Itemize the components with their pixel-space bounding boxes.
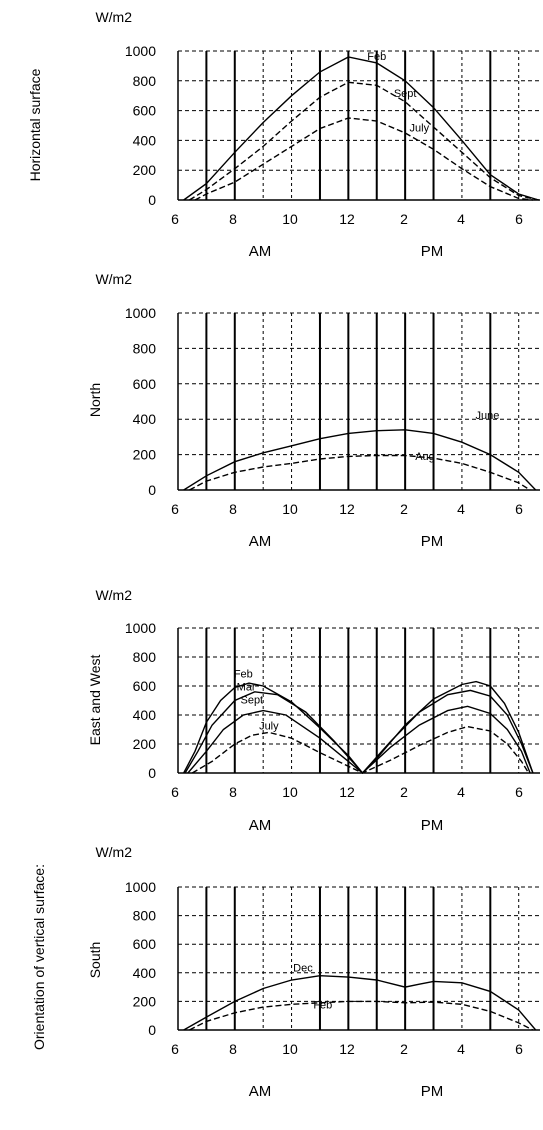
x-tick-label: 8 xyxy=(229,211,237,227)
x-tick-label: 6 xyxy=(171,211,179,227)
x-tick-label: 8 xyxy=(229,501,237,517)
y-tick-label: 1000 xyxy=(125,879,156,895)
y-tick-label: 600 xyxy=(133,936,157,952)
panel-label: Horizontal surface xyxy=(27,68,43,181)
y-tick-label: 200 xyxy=(133,162,157,178)
y-tick-label: 200 xyxy=(133,736,157,752)
series-label: Feb xyxy=(313,1000,332,1012)
series-label: July xyxy=(259,721,279,733)
series-line-july xyxy=(191,725,530,774)
y-unit-label: W/m2 xyxy=(95,587,132,603)
y-tick-label: 0 xyxy=(148,765,156,781)
series-line-sept xyxy=(189,81,539,201)
y-tick-label: 800 xyxy=(133,908,157,924)
x-tick-label: 4 xyxy=(457,784,465,800)
y-unit-label: W/m2 xyxy=(95,844,132,860)
y-tick-label: 600 xyxy=(133,678,157,694)
x-tick-label: 4 xyxy=(457,1041,465,1057)
x-tick-label: 6 xyxy=(515,784,523,800)
y-tick-label: 400 xyxy=(133,411,157,427)
series-line-dec xyxy=(183,974,537,1031)
x-tick-label: 2 xyxy=(400,211,408,227)
y-tick-label: 800 xyxy=(133,340,157,356)
chart-panel-4: 0 200 400 600 800 1000 W/m2 6 8 10 12 2 4 6 AM PM South D… xyxy=(87,844,540,1100)
x-tick-label: 8 xyxy=(229,784,237,800)
y-tick-label: 600 xyxy=(133,103,157,119)
y-unit-label: W/m2 xyxy=(95,271,132,287)
y-tick-label: 1000 xyxy=(125,43,156,59)
period-label: PM xyxy=(421,533,444,550)
series-label: Aug xyxy=(415,451,435,463)
y-tick-label: 400 xyxy=(133,132,157,148)
series-label: Sept xyxy=(394,88,417,100)
series-label: Mar xyxy=(237,681,256,693)
period-label: AM xyxy=(249,533,272,550)
y-tick-label: 400 xyxy=(133,707,157,723)
series-label: Feb xyxy=(367,51,386,63)
y-tick-label: 0 xyxy=(148,1022,156,1038)
series-label: July xyxy=(410,122,430,134)
x-tick-label: 4 xyxy=(457,501,465,517)
x-tick-label: 12 xyxy=(339,1041,355,1057)
x-tick-label: 12 xyxy=(339,501,355,517)
series-label: Sept xyxy=(240,694,263,706)
y-tick-label: 0 xyxy=(148,192,156,208)
x-tick-label: 10 xyxy=(282,784,298,800)
y-tick-label: 1000 xyxy=(125,620,156,636)
x-tick-label: 6 xyxy=(171,501,179,517)
series-line-feb xyxy=(183,56,539,201)
series-line-aug xyxy=(189,454,531,491)
panel-label: South xyxy=(87,942,103,979)
series-line-feb xyxy=(183,680,534,775)
y-tick-label: 200 xyxy=(133,447,157,463)
side-title: Orientation of vertical surface: xyxy=(31,864,47,1050)
x-tick-label: 6 xyxy=(515,501,523,517)
period-label: PM xyxy=(421,243,444,260)
x-tick-label: 12 xyxy=(339,211,355,227)
y-tick-label: 800 xyxy=(133,73,157,89)
period-label: PM xyxy=(421,817,444,834)
chart-panel-1: 0 200 400 600 800 1000 W/m2 6 8 10 12 2 4 6 AM PM Horizo… xyxy=(27,9,540,260)
series-label: Dec xyxy=(293,962,313,974)
x-tick-label: 2 xyxy=(400,1041,408,1057)
period-label: AM xyxy=(249,243,272,260)
y-tick-label: 800 xyxy=(133,649,157,665)
x-tick-label: 6 xyxy=(515,211,523,227)
y-tick-label: 200 xyxy=(133,993,157,1009)
y-tick-label: 1000 xyxy=(125,305,156,321)
chart-panel-2: 0 200 400 600 800 1000 W/m2 6 8 10 12 2 4 6 AM PM North J… xyxy=(87,271,540,550)
x-tick-label: 12 xyxy=(339,784,355,800)
series-line-june xyxy=(183,429,537,491)
x-tick-label: 2 xyxy=(400,501,408,517)
series-line-july xyxy=(194,117,533,201)
y-tick-label: 600 xyxy=(133,376,157,392)
period-label: AM xyxy=(249,1083,272,1100)
chart-panel-3: 0 200 400 600 800 1000 W/m2 6 8 10 12 2 4 6 AM PM East a… xyxy=(87,587,540,834)
x-tick-label: 6 xyxy=(515,1041,523,1057)
series-label: Feb xyxy=(234,668,253,680)
x-tick-label: 10 xyxy=(282,211,298,227)
series-line-feb xyxy=(189,1000,534,1031)
panel-label: East and West xyxy=(87,655,103,746)
x-tick-label: 6 xyxy=(171,1041,179,1057)
panel-label: North xyxy=(87,383,103,417)
x-tick-label: 10 xyxy=(282,1041,298,1057)
series-line-sept xyxy=(187,705,531,774)
series-label: June xyxy=(476,410,500,422)
period-label: PM xyxy=(421,1083,444,1100)
series-line-mar xyxy=(184,689,534,775)
x-tick-label: 8 xyxy=(229,1041,237,1057)
y-tick-label: 400 xyxy=(133,965,157,981)
x-tick-label: 6 xyxy=(171,784,179,800)
x-tick-label: 4 xyxy=(457,211,465,227)
y-unit-label: W/m2 xyxy=(95,9,132,25)
y-tick-label: 0 xyxy=(148,482,156,498)
period-label: AM xyxy=(249,817,272,834)
x-tick-label: 2 xyxy=(400,784,408,800)
x-tick-label: 10 xyxy=(282,501,298,517)
